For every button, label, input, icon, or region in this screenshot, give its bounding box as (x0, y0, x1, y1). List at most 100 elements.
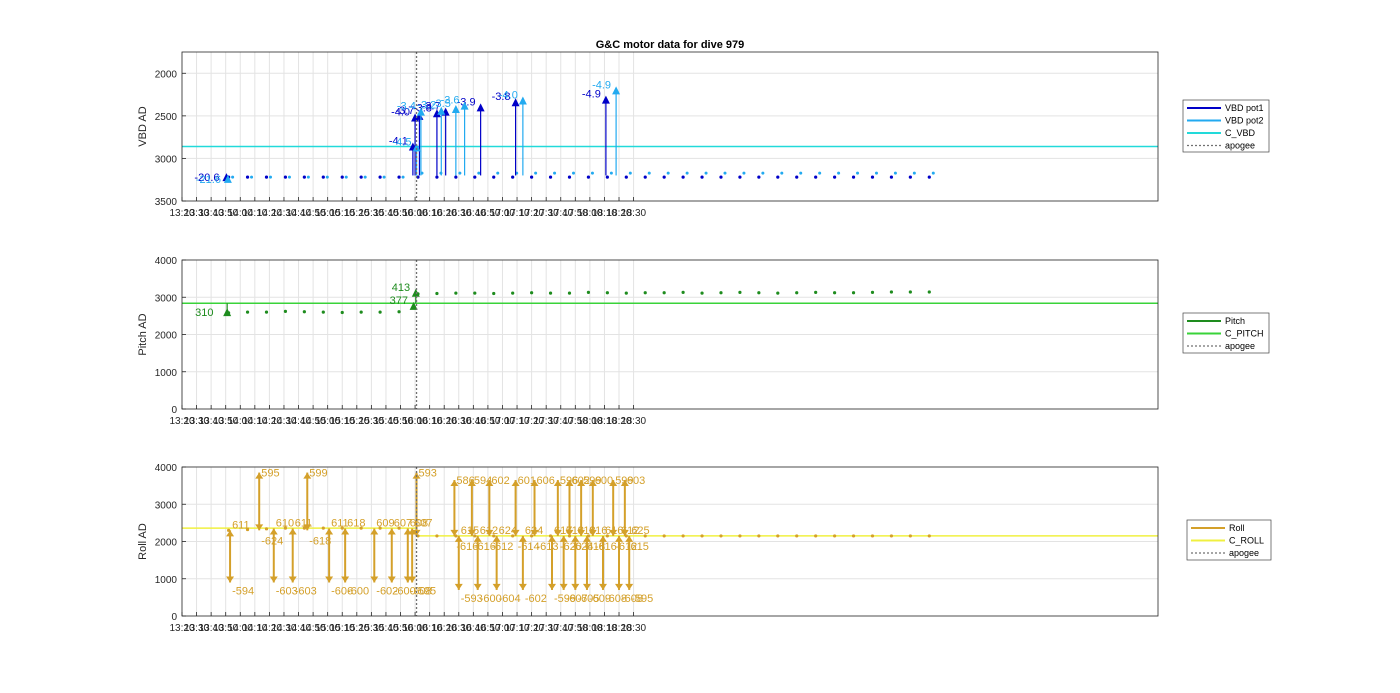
roll-xtick-label: 15:10 (330, 623, 355, 634)
vbd-xtick-label: 17:30 (534, 208, 559, 219)
pitch-xtick-label: 15:30 (359, 416, 384, 427)
vbd-xtick-label: 13:20 (169, 208, 194, 219)
pitch-xtick-label: 16:40 (461, 416, 486, 427)
vbd-data-point-pot2 (723, 171, 727, 175)
vbd-marker-label: -3.9 (457, 96, 476, 108)
vbd-data-point (814, 175, 818, 179)
vbd-xtick-label: 14:50 (301, 208, 326, 219)
roll-move-label-to: -608 (410, 585, 432, 597)
pitch-data-point (454, 291, 458, 295)
roll-move-label-to: -604 (499, 593, 521, 605)
pitch-xtick-label: 16:10 (417, 416, 442, 427)
roll-move-arrowtail (303, 524, 312, 531)
roll-xtick-label: 14:10 (242, 623, 267, 634)
roll-move-label-from: 618 (347, 517, 365, 529)
roll-xtick-label: 17:10 (505, 623, 530, 634)
roll-move-arrowtail (609, 529, 618, 536)
vbd-data-point (548, 175, 553, 179)
vbd-marker-label: -4.0 (391, 107, 410, 119)
vbd-marker-label: -3.8 (492, 91, 511, 103)
vbd-data-point (605, 175, 609, 179)
roll-xtick-label: 17:50 (563, 623, 588, 634)
pitch-marker-triangle (223, 308, 232, 317)
vbd-marker-label: -3.6 (441, 95, 460, 107)
roll-move-label-from: 611 (232, 519, 250, 531)
vbd-data-point-pot2 (477, 171, 481, 175)
pitch-marker-label: 310 (195, 307, 213, 319)
vbd-data-point-pot2 (837, 171, 841, 175)
roll-xtick-label: 15:50 (388, 623, 413, 634)
roll-move-label-to: -600 (394, 585, 416, 597)
vbd-data-point (643, 175, 647, 179)
vbd-legend-label: VBD pot1 (1225, 103, 1264, 113)
vbd-data-point (757, 175, 761, 179)
roll-move-arrowtail (473, 535, 482, 542)
roll-xtick-label: 13:20 (169, 623, 194, 634)
pitch-panel: 31037741313:2013:3013:4013:5014:0014:101… (137, 256, 1270, 427)
roll-xtick-label: 17:00 (490, 623, 515, 634)
roll-xtick-label: 15:40 (373, 623, 398, 634)
vbd-axes-box (181, 51, 1159, 202)
roll-panel: -594 611 595 -624 -603 610 -603 611 599 -618 -606 6… (137, 463, 1272, 634)
vbd-data-point-pot2 (818, 171, 822, 175)
vbd-xtick-label: 14:30 (271, 208, 296, 219)
roll-move-arrowtail (577, 529, 586, 536)
vbd-data-point (681, 175, 685, 179)
roll-xtick-label: 16:40 (461, 623, 486, 634)
vbd-data-point (889, 175, 894, 179)
roll-move-arrowhead (467, 480, 476, 487)
pitch-data-point (321, 310, 325, 314)
roll-xtick-label: 18:30 (621, 623, 646, 634)
roll-move-arrowtail (548, 535, 557, 542)
vbd-xtick-label: 14:20 (257, 208, 282, 219)
pitch-ytick-label: 4000 (155, 256, 178, 267)
vbd-marker-triangle (223, 174, 232, 183)
pitch-xtick-label: 16:30 (446, 416, 471, 427)
vbd-marker-label: -4.9 (592, 79, 611, 91)
vbd-data-point-pot2 (571, 171, 575, 175)
roll-data-point (738, 534, 742, 538)
vbd-xtick-label: 14:40 (286, 208, 311, 219)
roll-xtick-label: 13:40 (199, 623, 224, 634)
pitch-data-point (833, 291, 837, 295)
pitch-data-point (511, 291, 515, 295)
roll-move-arrowhead (485, 480, 494, 487)
pitch-xtick-label: 16:20 (432, 416, 457, 427)
vbd-xtick-label: 17:50 (563, 208, 588, 219)
vbd-data-point-pot2 (893, 171, 897, 175)
roll-move-label-from: 611 (331, 517, 349, 529)
vbd-marker-label: -3.8 (413, 102, 432, 114)
pitch-data-point (700, 291, 704, 295)
vbd-data-point (378, 175, 382, 179)
vbd-legend-label: VBD pot2 (1225, 116, 1264, 126)
pitch-ytick-label: 3000 (155, 293, 178, 304)
vbd-marker-triangle (412, 143, 421, 152)
pitch-data-point (908, 290, 912, 294)
vbd-data-point-pot2 (458, 171, 462, 175)
vbd-data-point (908, 175, 912, 179)
vbd-data-point (870, 175, 875, 179)
roll-ytick-label: 4000 (155, 463, 178, 474)
pitch-data-point (662, 291, 666, 295)
roll-move-label-to: 602 (491, 475, 509, 487)
pitch-xtick-label: 18:30 (621, 416, 646, 427)
pitch-ytick-label: 1000 (155, 368, 178, 379)
vbd-ytick-label: 2000 (155, 69, 178, 80)
vbd-data-point-pot2 (931, 171, 935, 175)
pitch-marker-label: 413 (392, 282, 410, 294)
vbd-data-point (624, 175, 628, 179)
roll-move-label-from: 624 (499, 525, 517, 537)
vbd-xtick-label: 15:40 (373, 208, 398, 219)
vbd-xtick-label: 18:20 (606, 208, 631, 219)
roll-xtick-label: 15:00 (315, 623, 340, 634)
roll-move-label-to: -603 (276, 585, 298, 597)
pitch-xtick-label: 14:10 (242, 416, 267, 427)
vbd-data-point-pot2 (685, 171, 689, 175)
pitch-data-point (397, 310, 401, 314)
vbd-marker-label: -4.0 (499, 90, 518, 102)
vbd-marker-triangle (518, 96, 527, 105)
roll-data-point (378, 526, 382, 530)
roll-move-arrowhead (303, 472, 312, 479)
